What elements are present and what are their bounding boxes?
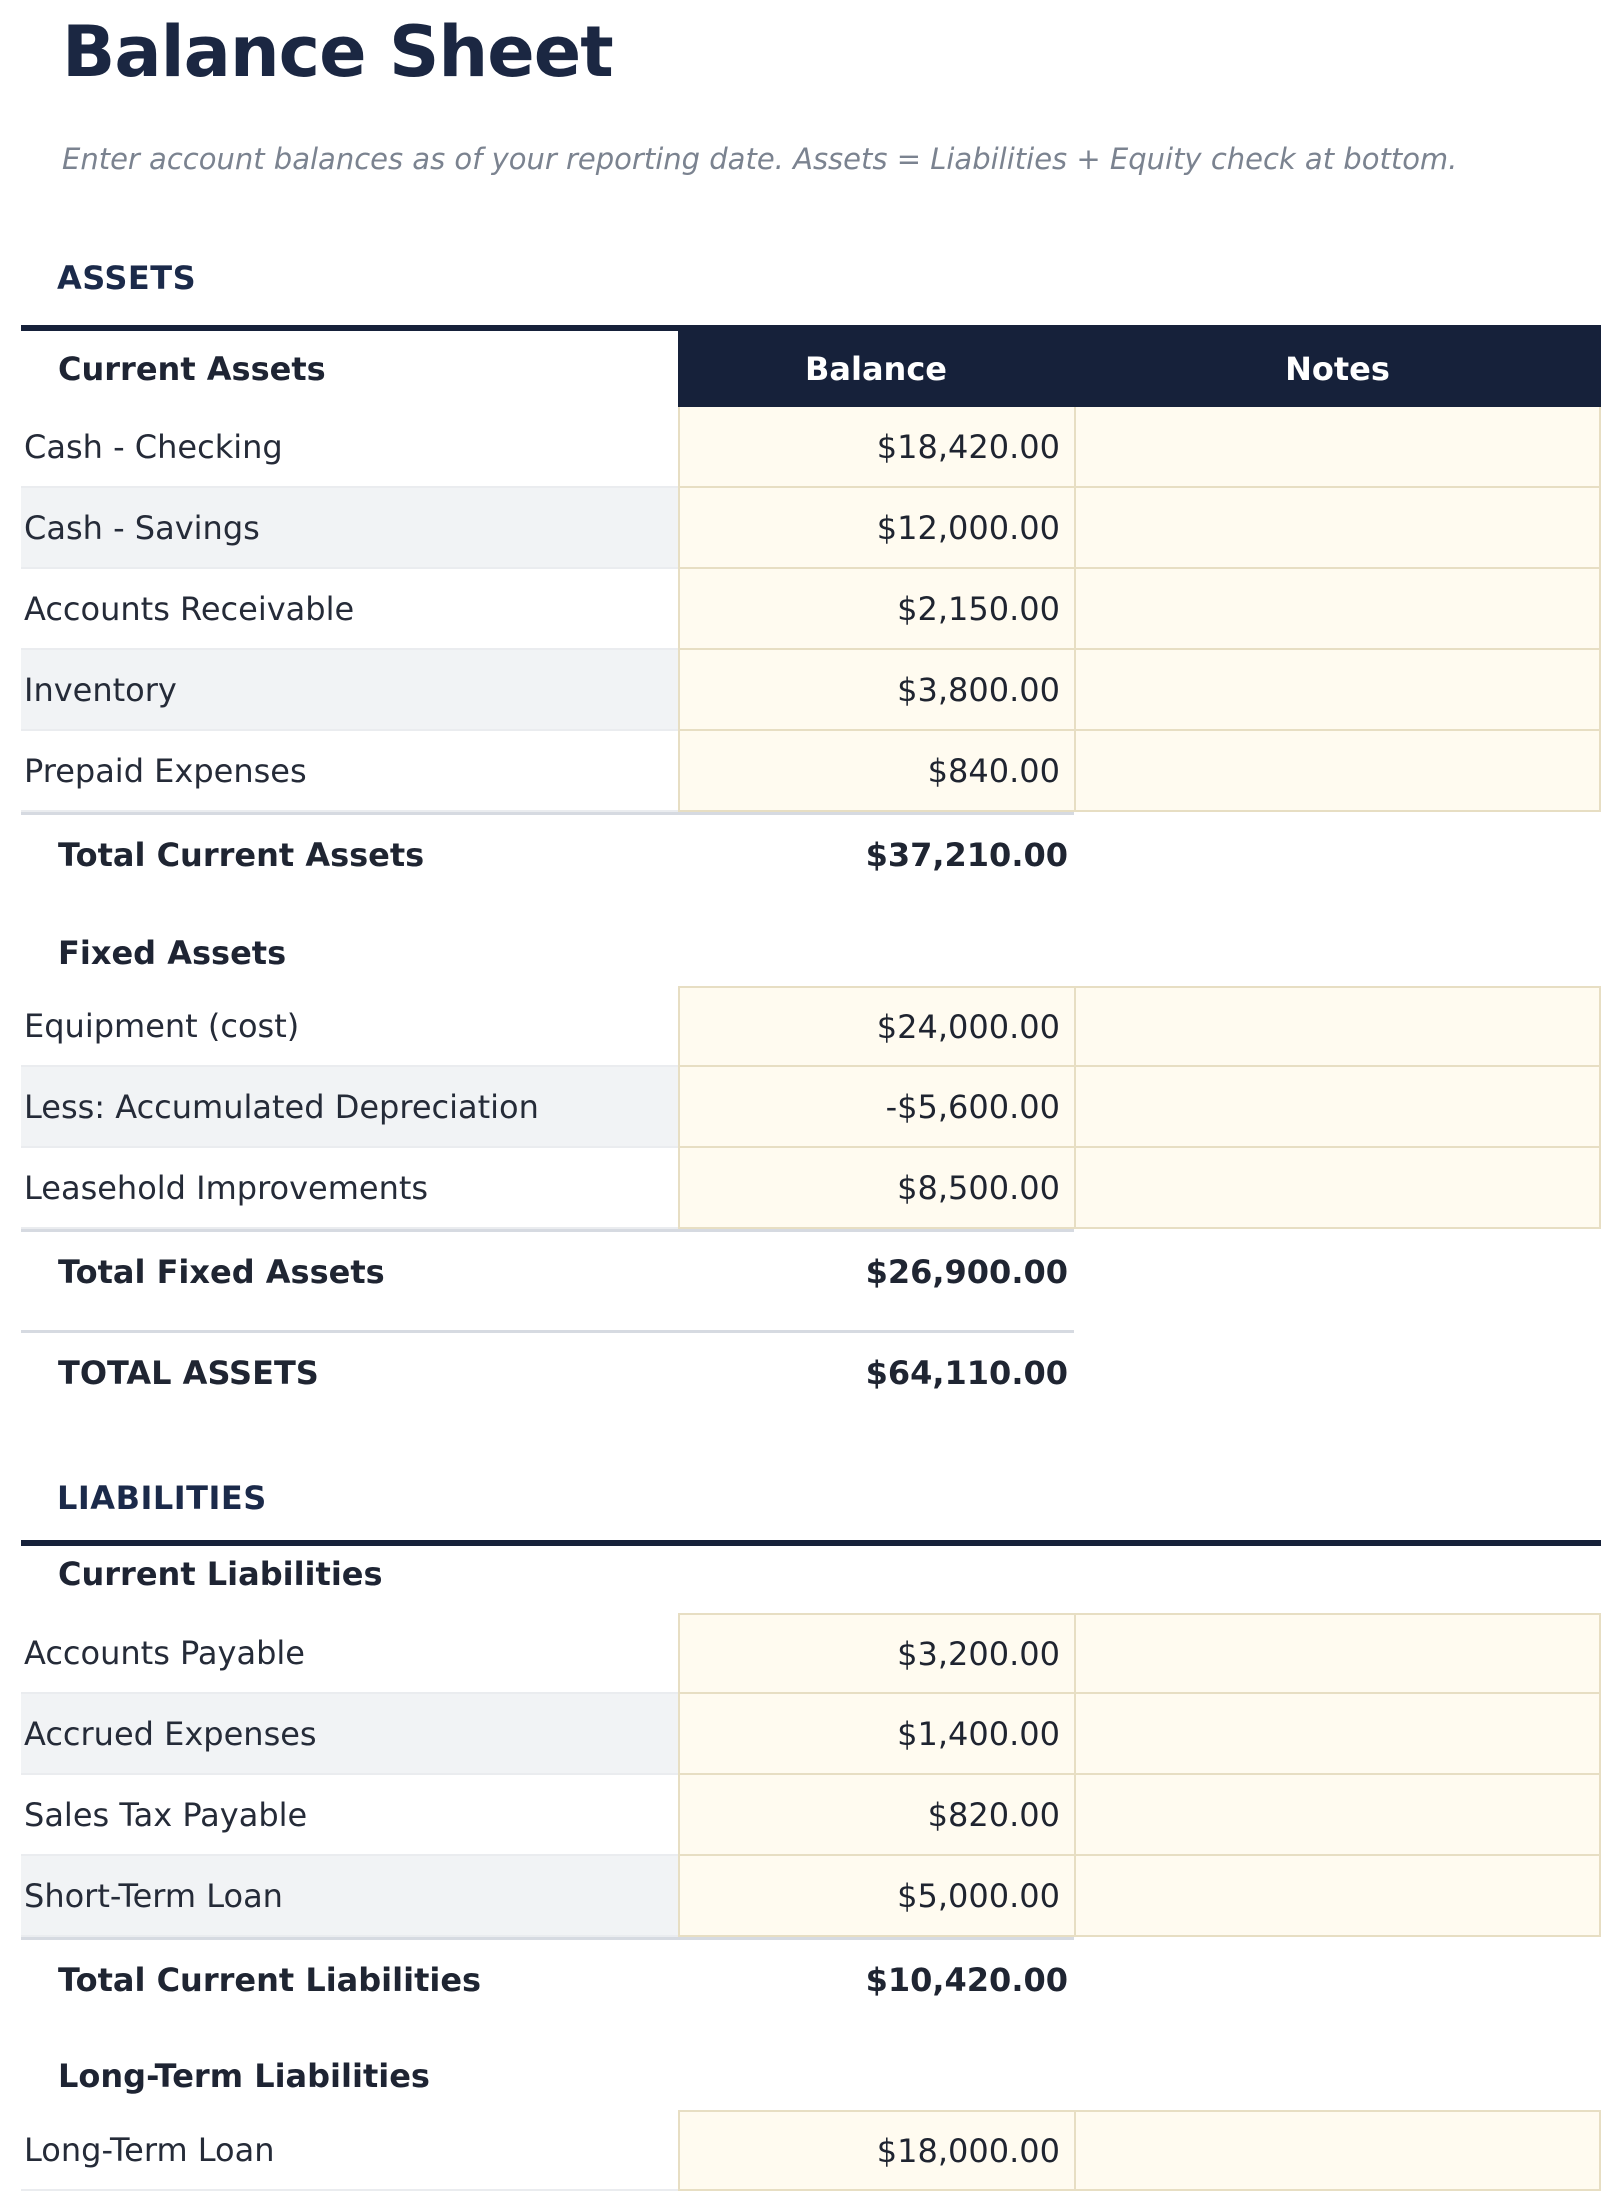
row-label: Cash - Checking [21, 407, 678, 488]
row-label: Inventory [21, 650, 678, 731]
total-assets-row: TOTAL ASSETS $64,110.00 [21, 1333, 1074, 1401]
total-value: $26,900.00 [865, 1253, 1068, 1291]
balance-cell[interactable]: $8,500.00 [678, 1148, 1074, 1229]
balance-cell[interactable]: -$5,600.00 [678, 1067, 1074, 1148]
row-label: Sales Tax Payable [21, 1775, 678, 1856]
row-label: Cash - Savings [21, 488, 678, 569]
total-current-liabilities-row: Total Current Liabilities $10,420.00 [21, 1937, 1074, 2008]
total-value: $10,420.00 [865, 1961, 1068, 1999]
notes-cell[interactable] [1074, 1694, 1601, 1775]
row-label: Long-Term Loan [21, 2110, 678, 2191]
total-label: Total Current Liabilities [58, 1961, 482, 1999]
notes-cell[interactable] [1074, 488, 1601, 569]
total-value: $64,110.00 [865, 1354, 1068, 1392]
balance-cell[interactable]: $5,000.00 [678, 1856, 1074, 1937]
total-fixed-assets-row: Total Fixed Assets $26,900.00 [21, 1229, 1074, 1300]
row-label: Short-Term Loan [21, 1856, 678, 1937]
notes-cell[interactable] [1074, 1067, 1601, 1148]
balance-cell[interactable]: $2,150.00 [678, 569, 1074, 650]
row-label: Prepaid Expenses [21, 731, 678, 812]
fixed-assets-heading: Fixed Assets [58, 934, 287, 972]
notes-cell[interactable] [1074, 1856, 1601, 1937]
notes-cell[interactable] [1074, 731, 1601, 812]
balance-cell[interactable]: $840.00 [678, 731, 1074, 812]
balance-cell[interactable]: $12,000.00 [678, 488, 1074, 569]
total-label: Total Current Assets [58, 836, 425, 874]
row-label: Accounts Receivable [21, 569, 678, 650]
balance-cell[interactable]: $18,420.00 [678, 407, 1074, 488]
page-title: Balance Sheet [62, 11, 614, 93]
long-term-liabilities-table: Long-Term Loan $18,000.00 [21, 2110, 1601, 2191]
notes-cell[interactable] [1074, 650, 1601, 731]
long-term-liabilities-heading: Long-Term Liabilities [58, 2057, 430, 2095]
total-value: $37,210.00 [865, 836, 1068, 874]
current-assets-header-cell: Current Assets [21, 331, 678, 407]
liabilities-section-heading: LIABILITIES [57, 1479, 267, 1517]
balance-cell[interactable]: $1,400.00 [678, 1694, 1074, 1775]
row-label: Less: Accumulated Depreciation [21, 1067, 678, 1148]
balance-cell[interactable]: $18,000.00 [678, 2110, 1074, 2191]
total-label: Total Fixed Assets [58, 1253, 385, 1291]
row-label: Equipment (cost) [21, 986, 678, 1067]
current-liabilities-table: Accounts Payable $3,200.00 Accrued Expen… [21, 1613, 1601, 1937]
notes-cell[interactable] [1074, 1613, 1601, 1694]
balance-cell[interactable]: $820.00 [678, 1775, 1074, 1856]
page-subtitle: Enter account balances as of your report… [62, 142, 1458, 176]
notes-cell[interactable] [1074, 1775, 1601, 1856]
fixed-assets-table: Equipment (cost) $24,000.00 Less: Accumu… [21, 986, 1601, 1229]
balance-cell[interactable]: $3,200.00 [678, 1613, 1074, 1694]
total-assets-divider [21, 1330, 1074, 1333]
notes-cell[interactable] [1074, 2110, 1601, 2191]
balance-column-header: Balance [678, 331, 1074, 407]
row-label: Accrued Expenses [21, 1694, 678, 1775]
total-current-assets-row: Total Current Assets $37,210.00 [21, 812, 1074, 883]
notes-cell[interactable] [1074, 569, 1601, 650]
total-label: TOTAL ASSETS [58, 1354, 319, 1392]
notes-column-header: Notes [1074, 331, 1601, 407]
current-assets-table: Current Assets Balance Notes Cash - Chec… [21, 325, 1601, 812]
assets-section-heading: ASSETS [57, 259, 197, 297]
notes-cell[interactable] [1074, 986, 1601, 1067]
balance-cell[interactable]: $24,000.00 [678, 986, 1074, 1067]
liabilities-section-rule [21, 1540, 1601, 1546]
notes-cell[interactable] [1074, 1148, 1601, 1229]
balance-cell[interactable]: $3,800.00 [678, 650, 1074, 731]
notes-cell[interactable] [1074, 407, 1601, 488]
current-liabilities-heading: Current Liabilities [58, 1555, 383, 1593]
row-label: Accounts Payable [21, 1613, 678, 1694]
row-label: Leasehold Improvements [21, 1148, 678, 1229]
